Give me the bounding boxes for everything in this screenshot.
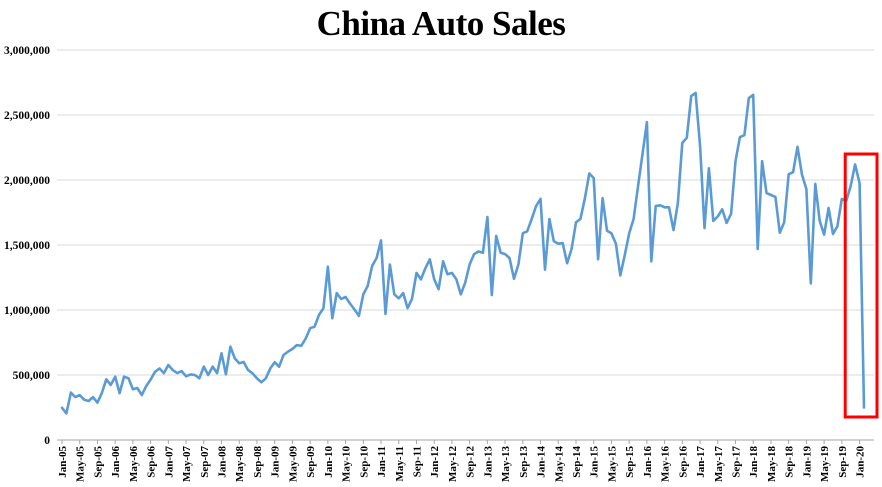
x-axis-label: Jan-17 [695,446,707,478]
x-axis-label: May-10 [341,446,353,483]
x-axis-label: Jan-15 [589,446,601,478]
x-axis-label: May-15 [606,446,618,483]
y-axis-label: 2,000,000 [4,175,50,187]
x-axis-label: Jan-14 [536,446,548,478]
x-axis-label: Sep-14 [571,446,583,478]
x-axis-label: Jan-09 [270,446,282,478]
x-axis-label: Sep-16 [677,446,689,478]
x-axis-label: Jan-07 [163,446,175,478]
x-axis-label: Sep-09 [305,446,317,478]
x-axis-label: May-16 [660,446,672,483]
chart-title: China Auto Sales [316,4,566,43]
x-axis-label: Sep-12 [465,446,477,478]
x-axis-label: May-06 [128,446,140,483]
x-axis-label: Sep-17 [731,446,743,478]
x-axis-label: Sep-11 [411,446,423,477]
y-axis-label: 1,000,000 [4,305,50,317]
x-axis-label: May-11 [394,446,406,481]
highlight-box [843,152,879,419]
x-axis-label: May-12 [447,446,459,483]
x-axis-label: Sep-07 [199,446,211,478]
x-axis-label: May-13 [500,446,512,483]
x-axis-label: May-19 [819,446,831,483]
x-axis-label: Jan-12 [429,446,441,478]
sales-line [60,91,866,415]
x-axis-label: May-18 [766,446,778,483]
x-axis-label: May-17 [713,446,725,483]
y-axis-label: 1,500,000 [4,240,50,252]
y-axis-label: 500,000 [13,370,51,382]
x-axis-label: Jan-08 [217,446,229,478]
x-axis-label: Sep-13 [518,446,530,478]
x-axis-label: May-14 [553,446,565,483]
x-axis-label: May-07 [181,446,193,483]
x-axis-label: Sep-06 [146,446,158,478]
y-axis-label: 3,000,000 [4,45,50,57]
x-axis-label: Jan-20 [855,446,867,478]
x-axis-label: Sep-05 [92,446,104,478]
x-axis-label: Jan-18 [748,446,760,478]
y-axis-label: 0 [44,435,50,447]
x-axis-label: Jan-13 [482,446,494,478]
x-axis-label: May-08 [234,446,246,483]
x-axis-label: Jan-16 [642,446,654,478]
x-axis-label: Jan-11 [376,446,388,477]
x-axis-label: Sep-19 [837,446,849,478]
x-axis-label: May-09 [287,446,299,483]
x-axis-label: Sep-10 [358,446,370,478]
x-axis-label: Jan-19 [801,446,813,478]
x-axis-label: Sep-08 [252,446,264,478]
x-axis-label: Sep-18 [784,446,796,478]
x-axis-label: Jan-05 [57,446,69,478]
x-axis-label: Sep-15 [624,446,636,478]
x-axis-label: Jan-10 [323,446,335,478]
x-axis-label: Jan-06 [110,446,122,478]
y-axis-label: 2,500,000 [4,110,50,122]
x-axis-label: May-05 [75,446,87,483]
